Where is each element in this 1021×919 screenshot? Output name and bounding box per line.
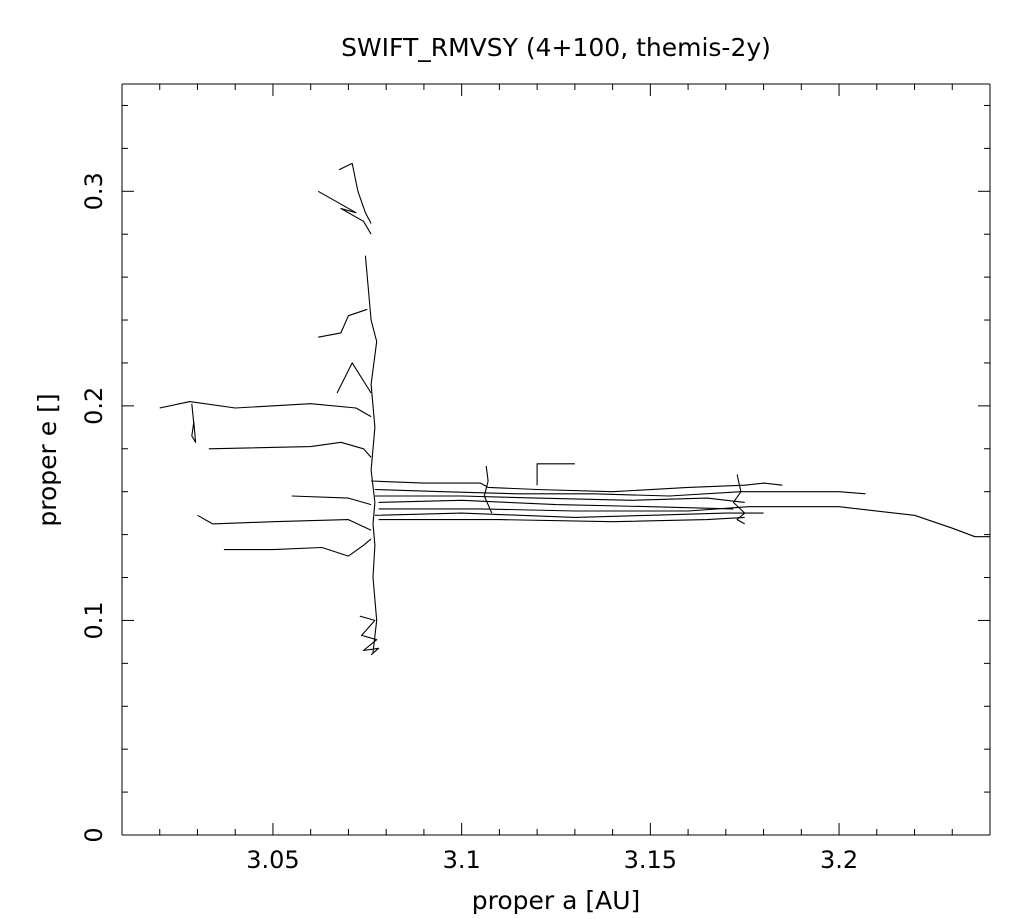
series-line-16 xyxy=(378,506,990,538)
series-line-18 xyxy=(378,516,745,523)
series-line-21 xyxy=(732,474,746,525)
series-line-8 xyxy=(317,190,372,235)
series-line-9 xyxy=(338,162,372,224)
axis-ticks xyxy=(122,84,991,836)
y-tick-label: 0.2 xyxy=(80,387,108,425)
x-tick-label: 3.1 xyxy=(443,846,481,874)
series-line-3 xyxy=(197,514,372,531)
tick-labels: 3.05 3.1 3.15 3.2 0 0.1 0.2 0.3 xyxy=(80,172,858,874)
series-line-19 xyxy=(483,465,493,514)
series-line-11 xyxy=(359,615,380,656)
x-tick-label: 3.15 xyxy=(624,846,677,874)
series-line-0 xyxy=(159,401,372,418)
series-line-5 xyxy=(291,495,372,506)
x-tick-label: 3.2 xyxy=(820,846,858,874)
x-axis-label: proper a [AU] xyxy=(472,886,641,915)
y-tick-label: 0 xyxy=(80,827,108,842)
y-axis-label: proper e [] xyxy=(33,393,62,526)
series-line-1 xyxy=(191,403,197,443)
chart-title: SWIFT_RMVSY (4+100, themis-2y) xyxy=(341,33,771,62)
series-line-20 xyxy=(536,463,575,486)
series-line-15 xyxy=(378,499,734,510)
series-line-14 xyxy=(374,495,745,503)
series-line-2 xyxy=(208,441,372,458)
x-tick-label: 3.05 xyxy=(246,846,299,874)
series-line-12 xyxy=(371,480,783,493)
series-line-6 xyxy=(318,308,368,338)
series-line-13 xyxy=(374,488,866,497)
series-layer xyxy=(159,162,990,656)
y-tick-label: 0.1 xyxy=(80,601,108,639)
axis-frame xyxy=(121,83,991,836)
series-line-7 xyxy=(336,362,372,394)
series-line-10 xyxy=(364,255,378,653)
y-tick-label: 0.3 xyxy=(80,172,108,210)
series-line-17 xyxy=(374,512,764,518)
series-line-4 xyxy=(223,538,372,557)
